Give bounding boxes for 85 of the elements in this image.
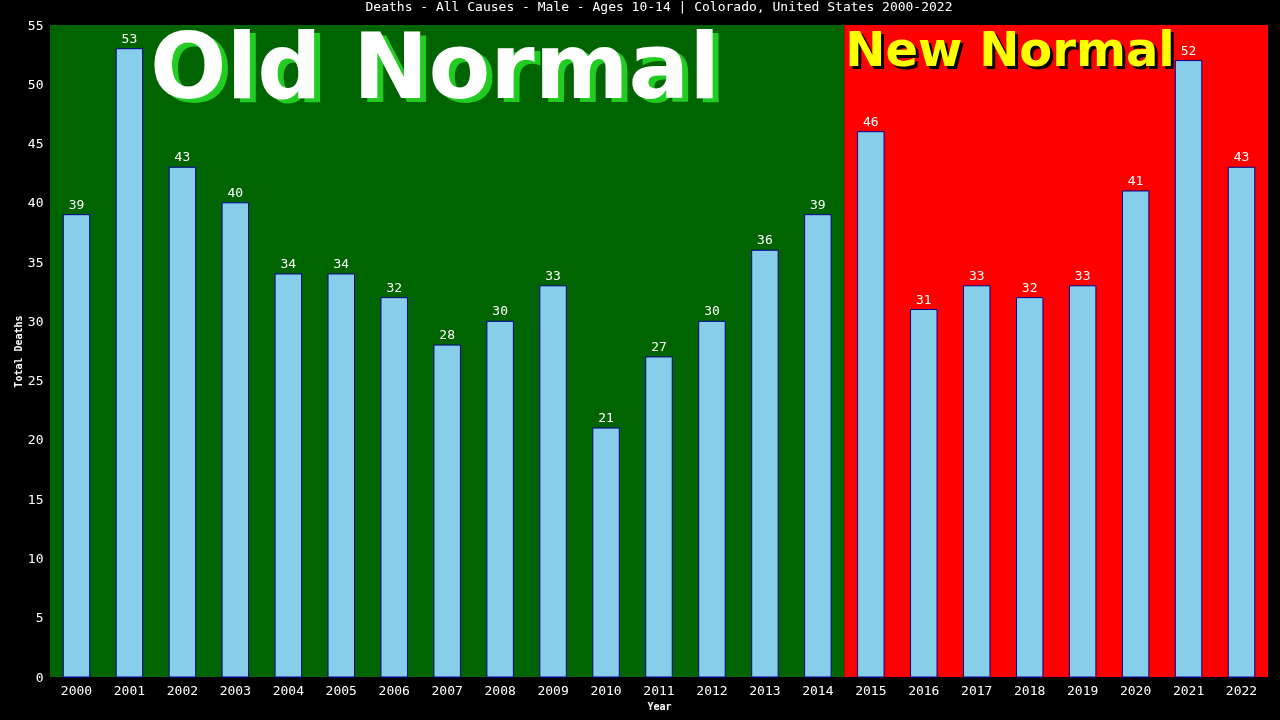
bar <box>115 48 144 678</box>
data-label: 34 <box>333 255 350 271</box>
data-label: 39 <box>810 196 826 212</box>
x-tick-label: 2021 <box>1172 682 1205 698</box>
data-label: 32 <box>1021 279 1038 295</box>
x-tick-label: 2012 <box>696 682 728 698</box>
data-label: 39 <box>68 196 85 212</box>
x-tick-label: 2004 <box>272 682 305 698</box>
data-label: 34 <box>280 255 297 271</box>
bar <box>539 285 567 678</box>
x-tick-label: 2020 <box>1119 682 1152 698</box>
bar <box>592 427 620 678</box>
x-tick-label: 2010 <box>590 682 622 698</box>
bar <box>433 344 461 678</box>
y-tick-label: 55 <box>27 17 44 33</box>
bar <box>1121 190 1150 678</box>
bar <box>963 285 991 678</box>
y-tick-label: 50 <box>27 76 44 92</box>
x-tick-label: 2017 <box>961 682 993 698</box>
data-label: 21 <box>598 410 614 426</box>
x-tick-label: 2008 <box>484 682 516 698</box>
bar <box>327 273 355 678</box>
data-label: 46 <box>863 113 879 129</box>
bar <box>62 214 91 678</box>
bar <box>221 202 250 678</box>
data-label: 52 <box>1180 42 1197 58</box>
bar <box>380 297 408 678</box>
chart-title: Deaths - All Causes - Male - Ages 10-14 | Colorado, United States 2000-2022 <box>365 0 953 14</box>
x-tick-label: 2016 <box>908 682 940 698</box>
data-label: 30 <box>704 303 720 319</box>
bar <box>645 356 673 678</box>
bar <box>168 166 197 678</box>
data-label: 43 <box>174 149 191 165</box>
bar <box>1068 285 1097 678</box>
x-tick-label: 2013 <box>749 682 781 698</box>
data-label: 33 <box>968 267 985 283</box>
y-tick-label: 25 <box>27 373 44 389</box>
data-label: 28 <box>439 327 455 343</box>
bar <box>857 131 885 678</box>
y-tick-label: 40 <box>27 195 44 211</box>
x-tick-label: 2005 <box>325 682 357 698</box>
x-tick-label: 2009 <box>537 682 569 698</box>
y-axis-title: Total Deaths <box>12 315 24 388</box>
y-tick-label: 0 <box>35 669 44 685</box>
bar <box>274 273 303 678</box>
x-tick-label: 2003 <box>219 682 251 698</box>
bar <box>1174 60 1203 678</box>
data-label: 36 <box>757 232 773 248</box>
x-tick-label: 2022 <box>1225 682 1258 698</box>
y-tick-label: 20 <box>27 432 44 448</box>
data-label: 41 <box>1127 172 1144 188</box>
x-tick-label: 2006 <box>378 682 410 698</box>
x-tick-label: 2000 <box>60 682 93 698</box>
band-label: New Normal <box>848 24 1178 80</box>
bar <box>1227 166 1256 678</box>
bar <box>751 249 779 678</box>
data-label: 53 <box>121 30 138 46</box>
y-tick-label: 35 <box>27 254 44 270</box>
data-label: 33 <box>545 267 561 283</box>
data-label: 27 <box>651 338 667 354</box>
data-label: 33 <box>1074 267 1091 283</box>
bar <box>1015 297 1044 678</box>
y-tick-label: 45 <box>27 136 44 152</box>
x-tick-label: 2018 <box>1014 682 1046 698</box>
x-tick-label: 2007 <box>431 682 463 698</box>
x-tick-label: 2011 <box>643 682 675 698</box>
x-tick-label: 2002 <box>166 682 199 698</box>
y-tick-label: 5 <box>35 610 44 626</box>
bar <box>804 214 832 678</box>
data-label: 43 <box>1233 149 1250 165</box>
x-tick-label: 2015 <box>855 682 887 698</box>
x-tick-label: 2019 <box>1067 682 1099 698</box>
bar <box>486 320 514 678</box>
bar <box>910 309 938 678</box>
x-tick-label: 2014 <box>802 682 834 698</box>
x-tick-label: 2001 <box>113 682 146 698</box>
data-label: 40 <box>227 184 244 200</box>
y-tick-label: 15 <box>27 491 44 507</box>
y-tick-label: 10 <box>27 550 44 566</box>
data-label: 31 <box>915 291 932 307</box>
x-axis-title: Year <box>647 700 672 712</box>
bar <box>698 320 726 678</box>
data-label: 30 <box>492 303 508 319</box>
data-label: 32 <box>386 279 403 295</box>
y-tick-label: 30 <box>27 313 44 329</box>
